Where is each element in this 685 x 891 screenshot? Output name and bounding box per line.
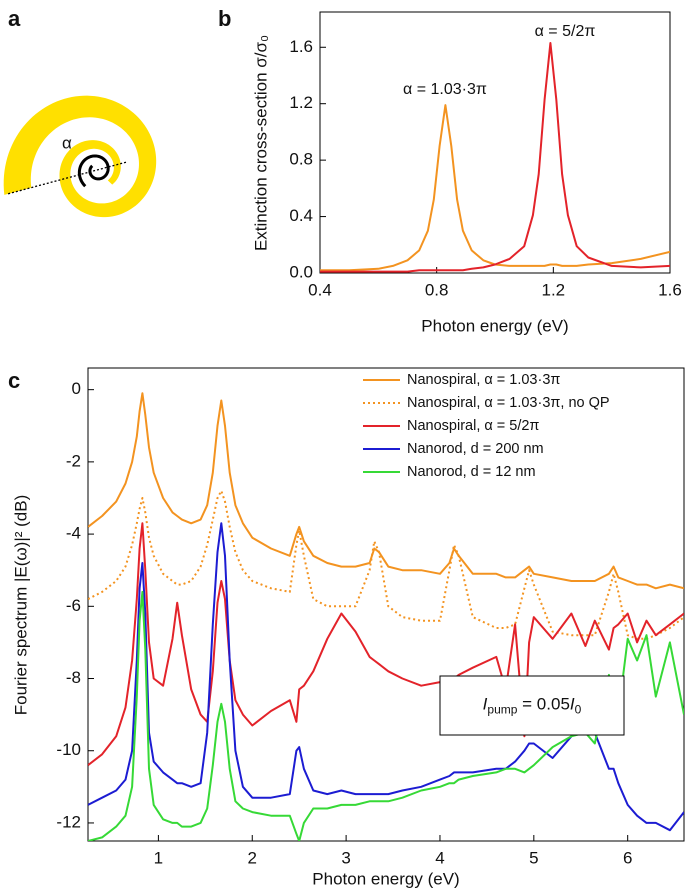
y-tick-label: 0.4 <box>289 206 313 225</box>
panel-label: c <box>8 368 20 393</box>
inset-part: I <box>483 695 488 714</box>
series-line <box>320 104 670 272</box>
x-tick-label: 1.2 <box>542 280 566 299</box>
y-tick-label: 1.6 <box>289 37 313 56</box>
x-tick-label: 1 <box>154 848 163 867</box>
reference-line <box>7 161 127 195</box>
annotation: α = 1.03·3π <box>403 81 487 98</box>
legend-label: Nanospiral, α = 5/2π <box>407 418 539 434</box>
x-tick-label: 1.6 <box>658 280 682 299</box>
y-tick-label: 0 <box>72 379 81 398</box>
inset-part: pump <box>487 703 517 717</box>
series-line <box>88 522 684 766</box>
x-tick-label: 6 <box>623 848 632 867</box>
legend-label: Nanorod, d = 200 nm <box>407 441 544 457</box>
inset-text: Ipump = 0.05I0 <box>483 695 582 717</box>
spiral-diagram: a α <box>3 6 157 218</box>
series-line <box>88 392 684 590</box>
y-tick-label: 1.2 <box>289 93 313 112</box>
legend-label: Nanospiral, α = 1.03·3π, no QP <box>407 395 610 411</box>
x-tick-label: 0.8 <box>425 280 449 299</box>
x-axis-label: Photon energy (eV) <box>421 316 568 335</box>
inset-part: = 0.05 <box>517 695 569 714</box>
x-axis-label: Photon energy (eV) <box>312 869 459 888</box>
y-tick-label: -6 <box>66 596 81 615</box>
legend-label: Nanospiral, α = 1.03·3π <box>407 372 560 388</box>
y-tick-label: 0.0 <box>289 262 313 281</box>
y-tick-label: -2 <box>66 451 81 470</box>
annotation: α = 5/2π <box>535 23 596 40</box>
x-tick-label: 0.4 <box>308 280 332 299</box>
spiral-line <box>77 154 110 188</box>
y-axis-label: Fourier spectrum |E(ω)|² (dB) <box>11 495 30 715</box>
series-line <box>320 42 670 273</box>
x-tick-label: 4 <box>435 848 444 867</box>
plot-frame <box>319 11 671 274</box>
y-tick-label: -10 <box>56 740 81 759</box>
inset-part: 0 <box>575 703 582 717</box>
y-tick-label: -4 <box>66 524 81 543</box>
inset-box <box>439 675 625 736</box>
plot-frame <box>87 367 685 842</box>
y-tick-label: 0.8 <box>289 150 313 169</box>
y-tick-label: -8 <box>66 668 81 687</box>
panel-label: b <box>218 6 231 31</box>
legend-label: Nanorod, d = 12 nm <box>407 464 536 480</box>
y-axis-label: Extinction cross-section σ/σ₀ <box>251 35 270 251</box>
x-tick-label: 3 <box>341 848 350 867</box>
y-tick-label: -12 <box>56 812 81 831</box>
x-tick-label: 2 <box>248 848 257 867</box>
spiral-arm <box>3 95 157 218</box>
angle-label: α <box>62 133 72 152</box>
x-tick-label: 5 <box>529 848 538 867</box>
panel-label: a <box>8 6 21 31</box>
inset-part: I <box>570 695 575 714</box>
